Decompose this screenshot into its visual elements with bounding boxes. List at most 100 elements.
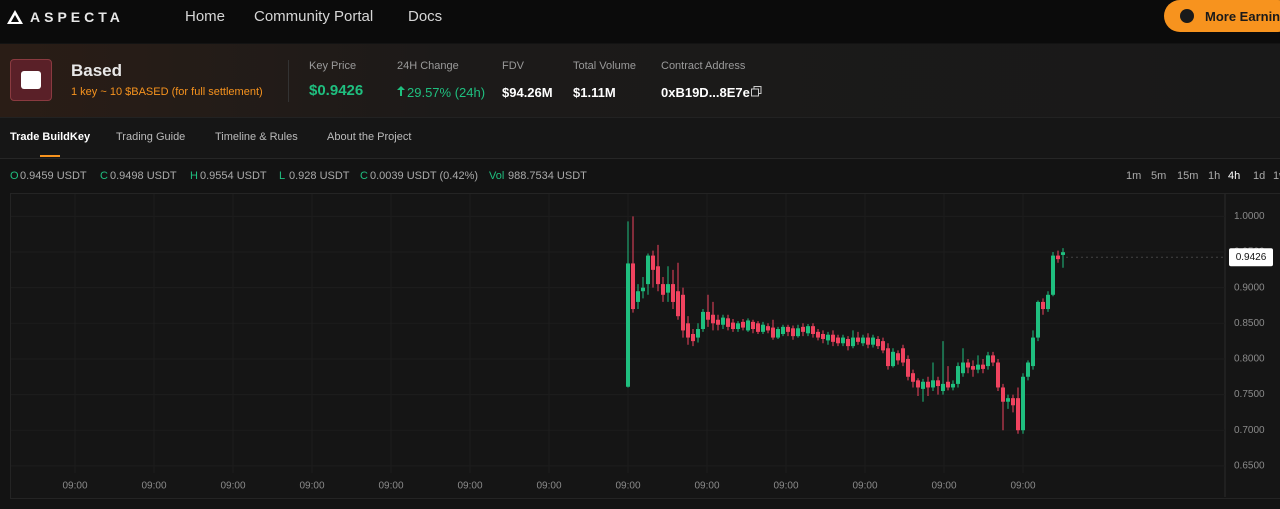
candle-body — [901, 348, 905, 363]
candle-body — [866, 337, 870, 345]
candle-body — [751, 321, 755, 330]
copy-icon[interactable] — [751, 86, 762, 97]
candle-body — [721, 317, 725, 325]
ohlc-value: 0.0039 USDT (0.42%) — [370, 170, 479, 182]
candle-body — [796, 328, 800, 337]
logo-icon — [7, 10, 23, 24]
candle-body — [1021, 376, 1025, 431]
cta-button[interactable]: More Earnin — [1164, 0, 1280, 32]
tab[interactable]: About the Project — [327, 131, 412, 143]
candle-body — [671, 284, 675, 302]
candle-body — [956, 366, 960, 384]
candle-body — [1016, 398, 1020, 431]
cta-icon — [1180, 9, 1194, 23]
tab-indicator — [40, 155, 60, 157]
cta-text: More Earnin — [1205, 9, 1280, 24]
nav-link[interactable]: Home — [185, 8, 226, 25]
candle-body — [756, 323, 760, 332]
candle-body — [696, 329, 700, 338]
candle-body — [906, 358, 910, 377]
candle-body — [896, 353, 900, 361]
divider — [288, 60, 289, 102]
candle-body — [961, 362, 965, 374]
x-tick-label: 09:00 — [852, 481, 877, 492]
candle-body — [876, 338, 880, 347]
stat-label: 24H Change — [397, 60, 459, 72]
interval[interactable]: 1w — [1273, 170, 1280, 182]
stat-label: Contract Address — [661, 60, 746, 72]
candle-body — [646, 255, 650, 285]
candle-body — [921, 381, 925, 389]
candle-body — [806, 326, 810, 334]
candle-body — [986, 355, 990, 367]
candle-body — [811, 326, 815, 334]
candle-body — [871, 337, 875, 345]
candle-body — [1046, 294, 1050, 310]
x-tick-label: 09:00 — [931, 481, 956, 492]
candle-body — [941, 383, 945, 392]
x-tick-label: 09:00 — [62, 481, 87, 492]
candle-body — [761, 324, 765, 332]
ohlc-value: 0.928 USDT — [289, 170, 350, 182]
candle-body — [686, 323, 690, 338]
ohlc-key: H — [190, 170, 198, 182]
x-tick-label: 09:00 — [1010, 481, 1035, 492]
x-tick-label: 09:00 — [536, 481, 561, 492]
interval[interactable]: 1h — [1208, 170, 1221, 182]
candle-body — [1056, 255, 1060, 260]
ohlc-key: L — [279, 170, 286, 182]
x-tick-label: 09:00 — [694, 481, 719, 492]
candle-body — [786, 326, 790, 332]
y-tick-label: 0.6500 — [1234, 461, 1265, 472]
interval[interactable]: 15m — [1177, 170, 1199, 182]
nav-link[interactable]: Community Portal — [254, 8, 374, 25]
interval[interactable]: 1d — [1253, 170, 1266, 182]
brand: ASPECTA — [30, 9, 124, 25]
candle-body — [716, 319, 720, 325]
stat-value: 29.57% (24h) — [407, 85, 486, 100]
candle-body — [1061, 252, 1065, 255]
nav-link[interactable]: Docs — [408, 8, 443, 25]
ohlc-key: Vol — [489, 170, 505, 182]
candle-body — [861, 337, 865, 344]
candle-body — [951, 383, 955, 388]
candle-body — [931, 380, 935, 388]
x-tick-label: 09:00 — [773, 481, 798, 492]
candle-body — [781, 326, 785, 334]
stat-value: $1.11M — [573, 85, 616, 100]
tab[interactable]: Trade BuildKey — [10, 131, 91, 143]
y-tick-label: 0.8500 — [1234, 318, 1265, 329]
interval[interactable]: 1m — [1126, 170, 1142, 182]
ohlc-value: 988.7534 USDT — [508, 170, 587, 182]
ohlc-value: 0.9554 USDT — [200, 170, 267, 182]
candle-body — [801, 326, 805, 332]
candle-body — [626, 263, 630, 387]
candle-body — [651, 255, 655, 270]
candle-body — [661, 284, 665, 295]
candle-body — [726, 318, 730, 327]
interval[interactable]: 5m — [1151, 170, 1167, 182]
candle-body — [791, 328, 795, 337]
x-tick-label: 09:00 — [220, 481, 245, 492]
candle-body — [711, 314, 715, 324]
candle-body — [976, 364, 980, 370]
candle-body — [816, 331, 820, 338]
candle-body — [911, 373, 915, 382]
candle-body — [831, 334, 835, 342]
ohlc-key: C — [360, 170, 368, 182]
candle-body — [741, 321, 745, 328]
token-name: Based — [71, 61, 123, 80]
tab[interactable]: Timeline & Rules — [215, 131, 298, 143]
candle-body — [636, 291, 640, 302]
x-tick-label: 09:00 — [141, 481, 166, 492]
candle-body — [841, 337, 845, 344]
interval[interactable]: 4h — [1228, 170, 1241, 182]
candle-body — [926, 381, 930, 388]
candle-body — [1006, 398, 1010, 402]
y-tick-label: 1.0000 — [1234, 211, 1265, 222]
tab[interactable]: Trading Guide — [116, 131, 186, 143]
y-tick-label: 0.7500 — [1234, 389, 1265, 400]
candle-body — [1036, 301, 1040, 338]
